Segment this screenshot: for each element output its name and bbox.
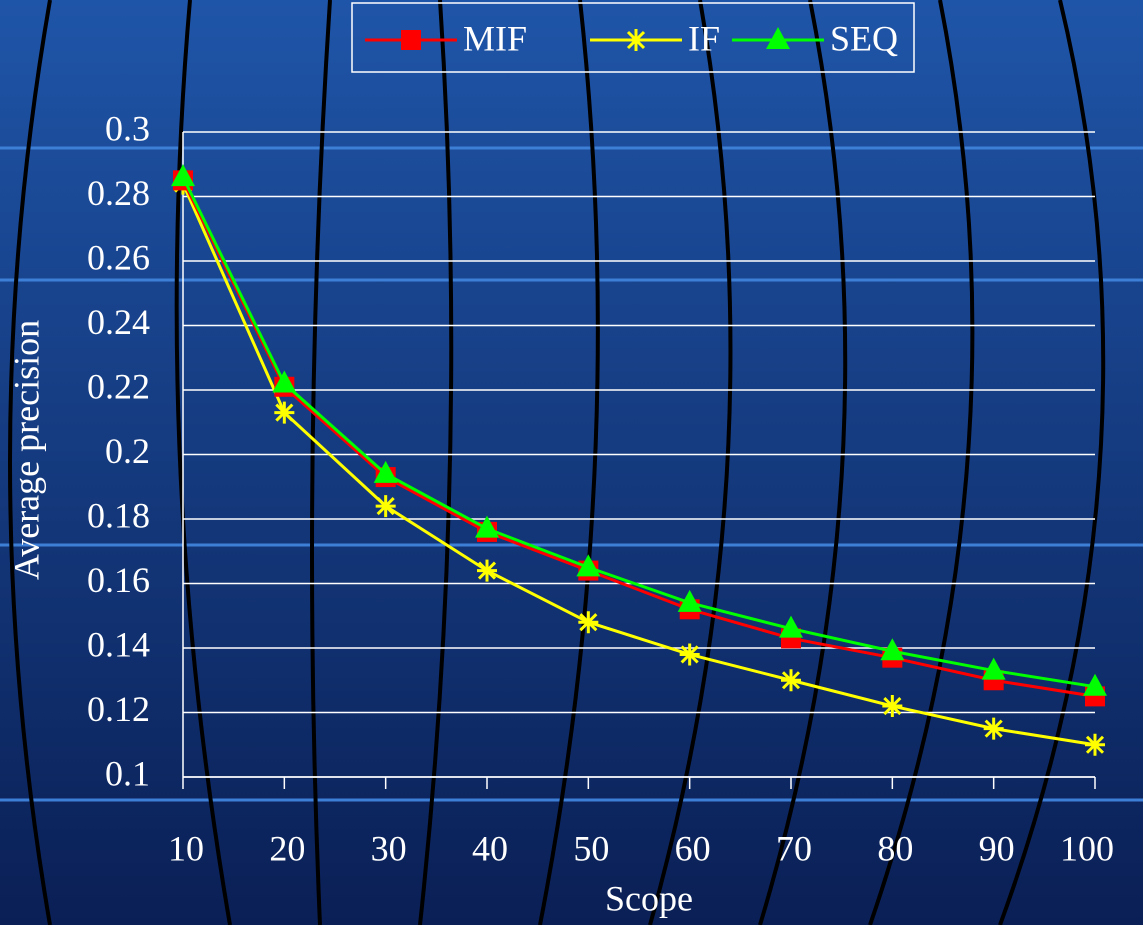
marker: [781, 669, 801, 691]
y-tick-label: 0.24: [87, 302, 150, 342]
marker: [274, 402, 294, 424]
marker: [376, 495, 396, 517]
x-tick-label: 60: [675, 828, 711, 868]
chart: Scope Average precision 0.1 0.12 0.14 0.16 0…: [0, 0, 1143, 925]
y-tick-label: 0.16: [87, 560, 150, 600]
x-tick-label: 70: [776, 828, 812, 868]
y-tick-label: 0.18: [87, 495, 150, 535]
legend-label: SEQ: [830, 18, 898, 58]
x-tick-label: 40: [472, 828, 508, 868]
y-tick-label: 0.1: [105, 753, 150, 793]
marker: [882, 695, 902, 717]
y-tick-label: 0.3: [105, 108, 150, 148]
y-tick-label: 0.22: [87, 366, 150, 406]
marker: [984, 718, 1004, 740]
y-tick-label: 0.14: [87, 624, 150, 664]
x-axis-label: Scope: [605, 878, 693, 918]
marker: [578, 611, 598, 633]
background: [0, 0, 1143, 925]
legend-label: IF: [688, 18, 720, 58]
y-tick-label: 0.28: [87, 173, 150, 213]
x-tick-label: 80: [877, 828, 913, 868]
x-tick-label: 20: [269, 828, 305, 868]
marker: [626, 29, 646, 51]
y-tick-label: 0.26: [87, 237, 150, 277]
x-tick-label: 10: [168, 828, 204, 868]
x-tick-label: 30: [371, 828, 407, 868]
marker: [401, 30, 421, 50]
legend-label: MIF: [463, 18, 527, 58]
y-tick-label: 0.12: [87, 689, 150, 729]
x-tick-label: 50: [573, 828, 609, 868]
x-tick-label: 90: [979, 828, 1015, 868]
marker: [680, 643, 700, 665]
marker: [477, 560, 497, 582]
y-axis-label: Average precision: [6, 320, 46, 580]
y-tick-label: 0.2: [105, 431, 150, 471]
marker: [1085, 734, 1105, 756]
x-tick-label: 100: [1060, 828, 1114, 868]
